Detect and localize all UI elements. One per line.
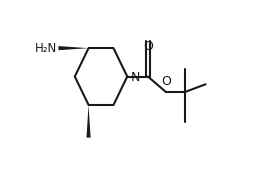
Polygon shape	[86, 105, 91, 138]
Polygon shape	[59, 46, 89, 50]
Text: O: O	[161, 75, 171, 88]
Text: H₂N: H₂N	[35, 42, 57, 55]
Text: N: N	[130, 71, 140, 84]
Text: O: O	[143, 40, 153, 53]
